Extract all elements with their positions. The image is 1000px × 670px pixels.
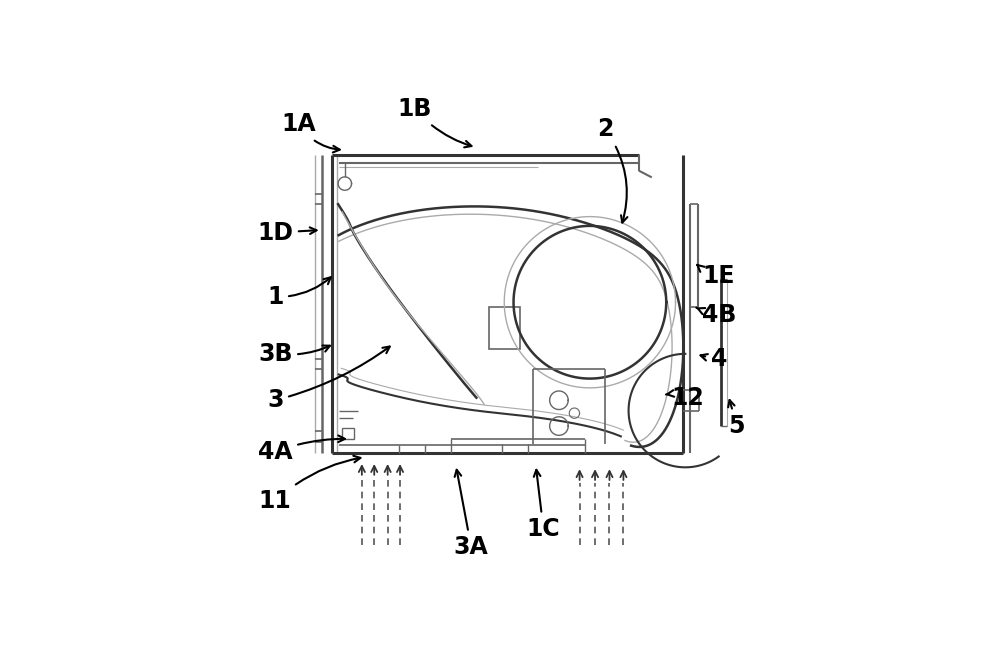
Text: 12: 12 xyxy=(666,386,704,409)
Text: 1E: 1E xyxy=(697,265,735,289)
Text: 3B: 3B xyxy=(258,342,330,366)
Text: 11: 11 xyxy=(259,456,360,513)
Bar xyxy=(489,308,520,348)
Bar xyxy=(342,427,354,439)
Text: 4: 4 xyxy=(701,347,727,371)
Text: 4B: 4B xyxy=(696,303,736,327)
Text: 4A: 4A xyxy=(258,436,345,464)
Text: 2: 2 xyxy=(597,117,627,222)
Text: 1: 1 xyxy=(267,277,331,309)
Text: 1D: 1D xyxy=(257,220,317,245)
Text: 5: 5 xyxy=(728,400,745,438)
Text: 1B: 1B xyxy=(397,96,471,147)
Text: 1A: 1A xyxy=(281,113,340,153)
Text: 3: 3 xyxy=(267,346,390,412)
Text: 3A: 3A xyxy=(454,470,489,559)
Text: 1C: 1C xyxy=(527,470,560,541)
